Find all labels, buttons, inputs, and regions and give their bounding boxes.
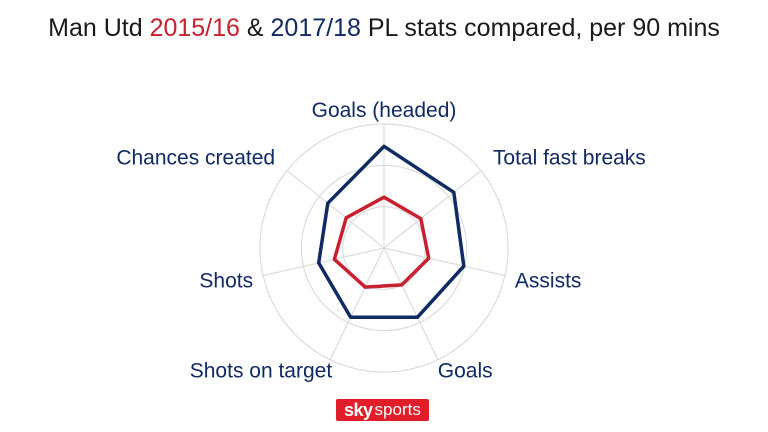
grid-spoke bbox=[262, 247, 385, 277]
radar-series bbox=[316, 144, 466, 320]
axis-label: Chances created bbox=[116, 147, 275, 170]
axis-label: Shots on target bbox=[190, 360, 333, 383]
title-season-b: 2017/18 bbox=[270, 14, 361, 42]
title-suffix: PL stats compared, per 90 mins bbox=[360, 14, 720, 42]
title-season-a: 2015/16 bbox=[149, 14, 240, 42]
axis-label: Shots bbox=[199, 270, 253, 293]
grid-spoke bbox=[383, 170, 482, 249]
axis-label: Total fast breaks bbox=[493, 147, 646, 170]
grid-spoke bbox=[383, 247, 439, 360]
grid-spoke bbox=[329, 247, 385, 360]
axis-label: Assists bbox=[515, 270, 582, 293]
logo-product: sports bbox=[374, 400, 421, 419]
axis-labels: Goals (headed) Total fast breaks Assists Go… bbox=[116, 99, 645, 383]
axis-label: Goals bbox=[438, 360, 493, 383]
logo-brand: sky bbox=[344, 399, 373, 420]
title-joiner: & bbox=[239, 14, 271, 42]
title-prefix: Man Utd bbox=[48, 14, 150, 42]
grid-spoke bbox=[383, 247, 506, 277]
chart-title: Man Utd 2015/16 & 2017/18 PL stats compa… bbox=[0, 14, 768, 43]
grid-spoke bbox=[286, 170, 385, 249]
series-line-0 bbox=[332, 195, 431, 289]
series-line-1 bbox=[316, 144, 466, 320]
axis-label: Goals (headed) bbox=[312, 99, 457, 122]
sky-sports-logo: sky sports bbox=[336, 399, 429, 421]
radar-grid bbox=[259, 123, 509, 373]
